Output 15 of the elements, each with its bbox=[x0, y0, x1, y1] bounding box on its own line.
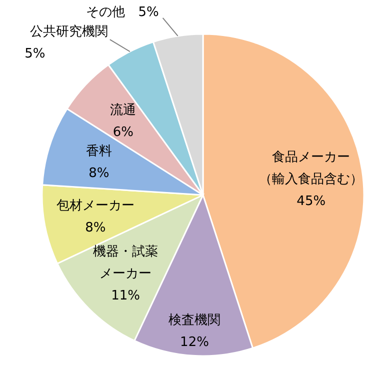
slice-label: 包材メーカー bbox=[56, 198, 134, 214]
slice-label: 公共研究機関 bbox=[30, 24, 108, 40]
data-label: 12% bbox=[180, 334, 209, 350]
data-label: 11% bbox=[111, 288, 140, 304]
data-label: 8% bbox=[88, 166, 110, 182]
data-label: 5% bbox=[24, 46, 46, 62]
slice-label: 流通 bbox=[110, 102, 136, 118]
slice-label: その他 5% bbox=[86, 4, 159, 20]
data-label: 8% bbox=[85, 220, 106, 236]
slice-label: 検査機関 bbox=[168, 312, 221, 328]
slice-label: 香料 bbox=[86, 144, 112, 160]
data-label: 6% bbox=[112, 125, 134, 140]
slice-label: 食品メーカー（輸入食品含む） bbox=[259, 150, 364, 187]
data-label: 45% bbox=[296, 194, 326, 209]
slice-label: 機器・試薬メーカー bbox=[93, 244, 158, 282]
